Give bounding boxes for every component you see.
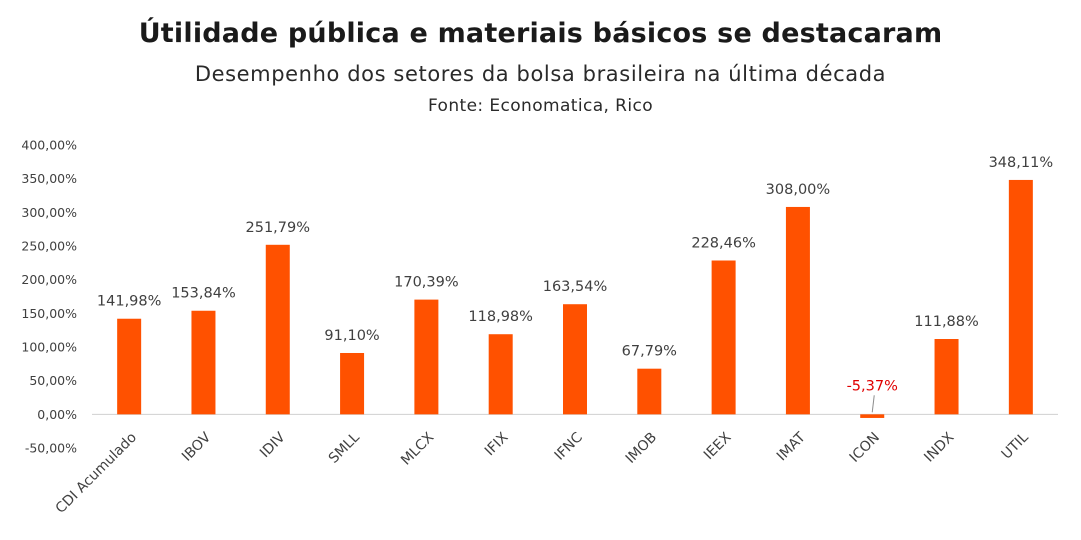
bar xyxy=(1008,179,1033,415)
bar xyxy=(711,260,736,415)
bar xyxy=(265,244,290,415)
y-tick-label: 0,00% xyxy=(37,407,77,422)
chart-subtitle: Desempenho dos setores da bolsa brasilei… xyxy=(194,62,887,86)
chart-title: Útilidade pública e materiais básicos se… xyxy=(138,18,943,49)
x-tick-label: IDIV xyxy=(257,429,289,461)
x-tick-label: IFIX xyxy=(482,429,512,459)
data-label: 118,98% xyxy=(468,309,533,325)
bar xyxy=(860,414,885,418)
data-label: 348,11% xyxy=(989,155,1054,171)
data-label: -5,37% xyxy=(847,378,898,394)
y-tick-label: 50,00% xyxy=(29,373,77,388)
y-tick-label: 350,00% xyxy=(21,171,77,186)
data-label: 141,98% xyxy=(97,294,162,310)
bar xyxy=(934,339,959,415)
x-tick-label: ICON xyxy=(847,430,883,466)
label-leader-line xyxy=(871,395,875,413)
data-label: 251,79% xyxy=(246,220,311,236)
data-label: 91,10% xyxy=(324,328,379,344)
bar xyxy=(414,299,439,415)
y-tick-label: 200,00% xyxy=(21,272,77,287)
x-tick-label: IEEX xyxy=(701,429,735,463)
data-label: 170,39% xyxy=(394,275,459,291)
data-label: 163,54% xyxy=(543,279,608,295)
x-tick-label: INDX xyxy=(921,429,957,465)
data-label: 67,79% xyxy=(622,344,677,360)
y-tick-label: 300,00% xyxy=(21,205,77,220)
x-tick-label: IMOB xyxy=(623,430,660,467)
bar xyxy=(563,304,587,415)
x-tick-label: SMLL xyxy=(326,429,363,466)
y-tick-label: 100,00% xyxy=(21,340,77,355)
x-tick-label: UTIL xyxy=(999,429,1032,462)
data-label: 228,46% xyxy=(691,236,756,252)
chart-source: Fonte: Economatica, Rico xyxy=(427,96,654,116)
y-tick-label: -50,00% xyxy=(25,441,77,456)
y-tick-label: 250,00% xyxy=(21,239,77,254)
bar xyxy=(488,334,513,415)
data-label: 153,84% xyxy=(171,286,236,302)
x-tick-label: IMAT xyxy=(774,429,809,464)
x-tick-label: IFNC xyxy=(552,429,586,463)
y-tick-label: 150,00% xyxy=(21,306,77,321)
bar xyxy=(340,352,365,415)
x-tick-label: MLCX xyxy=(398,429,437,468)
bar xyxy=(637,368,662,415)
bar xyxy=(191,310,216,415)
x-tick-label: IBOV xyxy=(179,429,215,465)
bar xyxy=(117,318,142,415)
data-label: 111,88% xyxy=(914,314,979,330)
bar xyxy=(785,206,810,415)
data-label: 308,00% xyxy=(766,182,831,198)
y-tick-label: 400,00% xyxy=(21,138,77,153)
